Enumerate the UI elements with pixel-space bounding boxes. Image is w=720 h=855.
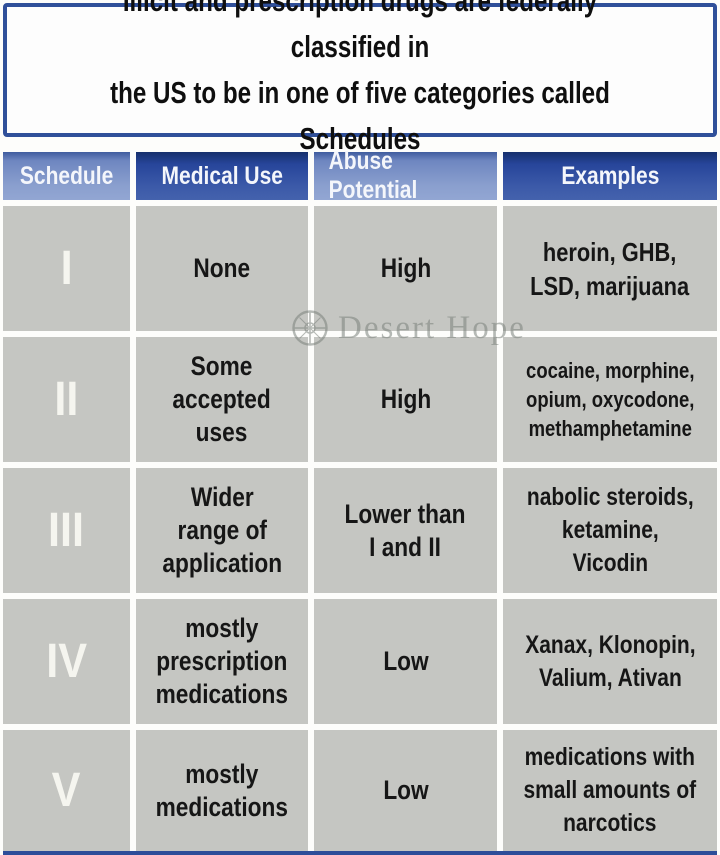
examples-cell-1: heroin, GHB, LSD, marijuana <box>503 206 717 331</box>
examples-cell-3: nabolic steroids, ketamine, Vicodin <box>503 468 717 593</box>
examples-text: nabolic steroids, ketamine, Vicodin <box>526 483 694 577</box>
medical-use-cell-4: mostly prescription medications <box>136 599 308 724</box>
abuse-potential-cell-1: High <box>314 206 497 331</box>
medical-use-text: None <box>193 253 251 283</box>
abuse-potential-cell-5: Low <box>314 730 497 851</box>
schedule-numeral: I <box>60 242 73 295</box>
abuse-potential-cell-2: High <box>314 337 497 462</box>
examples-cell-5: medications with small amounts of narcot… <box>503 730 717 851</box>
medical-use-text: Some accepted uses <box>172 351 272 447</box>
schedule-numeral: II <box>54 373 79 426</box>
abuse-potential-text: Low <box>382 646 429 676</box>
medical-use-cell-3: Wider range of application <box>136 468 308 593</box>
examples-cell-2: cocaine, morphine, opium, oxycodone, met… <box>503 337 717 462</box>
examples-text: heroin, GHB, LSD, marijuana <box>530 236 690 301</box>
title-box: Illicit and prescription drugs are feder… <box>3 0 717 156</box>
medical-use-text: mostly medications <box>155 758 289 822</box>
schedule-cell-1: I <box>3 206 130 331</box>
examples-text: medications with small amounts of narcot… <box>523 743 697 837</box>
schedule-cell-5: V <box>3 730 130 851</box>
schedule-table: Schedule Medical Use Abuse Potential Exa… <box>3 147 717 851</box>
abuse-potential-text: High <box>380 384 431 414</box>
schedule-numeral: IV <box>46 635 87 688</box>
abuse-potential-text: Lower than I and II <box>345 498 466 562</box>
column-header-medical-use: Medical Use <box>136 152 308 200</box>
examples-cell-4: Xanax, Klonopin, Valium, Ativan <box>503 599 717 724</box>
schedule-cell-2: II <box>3 337 130 462</box>
abuse-potential-cell-3: Lower than I and II <box>314 468 497 593</box>
abuse-potential-text: High <box>380 253 431 283</box>
column-header-label: Schedule <box>19 161 114 190</box>
schedule-numeral: V <box>52 764 81 817</box>
examples-text: cocaine, morphine, opium, oxycodone, met… <box>525 358 695 441</box>
column-header-abuse-potential: Abuse Potential <box>314 147 497 204</box>
bottom-bar <box>3 851 717 855</box>
medical-use-cell-1: None <box>136 206 308 331</box>
column-header-label: Abuse Potential <box>328 147 418 204</box>
examples-text: Xanax, Klonopin, Valium, Ativan <box>524 630 696 692</box>
medical-use-text: mostly prescription medications <box>155 613 289 709</box>
abuse-potential-text: Low <box>382 775 429 805</box>
page-title: Illicit and prescription drugs are feder… <box>110 0 610 156</box>
column-header-label: Examples <box>560 161 660 190</box>
medical-use-cell-5: mostly medications <box>136 730 308 851</box>
abuse-potential-cell-4: Low <box>314 599 497 724</box>
medical-use-cell-2: Some accepted uses <box>136 337 308 462</box>
column-header-examples: Examples <box>503 152 717 200</box>
column-header-label: Medical Use <box>161 161 283 190</box>
schedule-cell-3: III <box>3 468 130 593</box>
schedule-cell-4: IV <box>3 599 130 724</box>
medical-use-text: Wider range of application <box>162 482 282 578</box>
schedule-numeral: III <box>48 504 85 557</box>
column-header-schedule: Schedule <box>3 152 130 200</box>
